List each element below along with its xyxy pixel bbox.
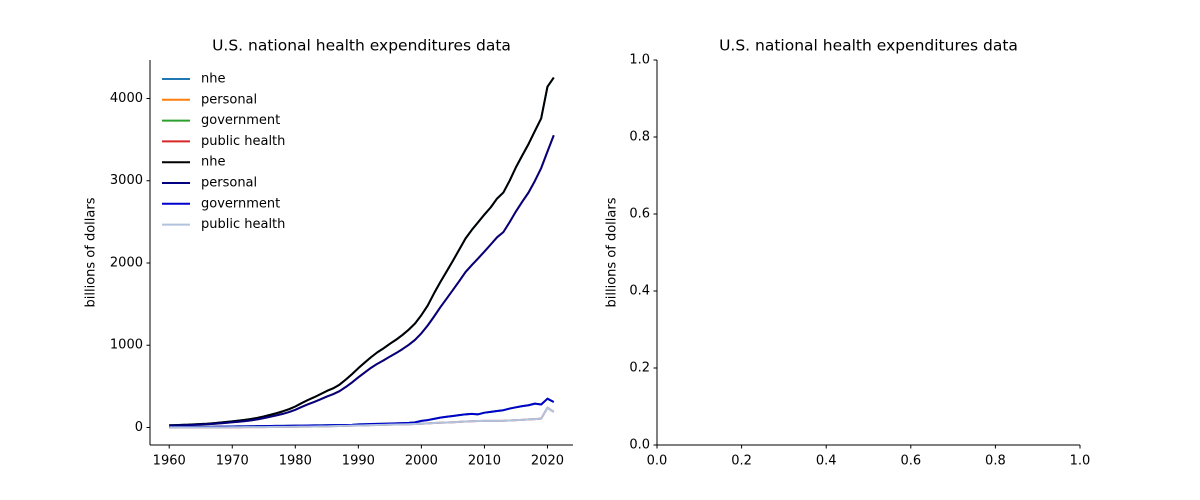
legend-label: personal bbox=[201, 176, 257, 191]
line-series bbox=[169, 406, 555, 429]
y-tick-label: 0.6 bbox=[629, 207, 650, 222]
x-tick-label: 1960 bbox=[153, 454, 186, 469]
x-tick-label: 0.4 bbox=[816, 454, 837, 469]
line-series bbox=[169, 76, 555, 427]
y-tick-label: 1.0 bbox=[629, 53, 650, 68]
legend-label: nhe bbox=[201, 72, 225, 87]
y-tick-label: 0 bbox=[135, 420, 143, 435]
y-tick-label: 0.2 bbox=[629, 361, 650, 376]
x-tick-label: 1970 bbox=[216, 454, 249, 469]
y-tick-label: 2000 bbox=[110, 255, 143, 270]
y-tick-label: 0.0 bbox=[629, 438, 650, 453]
legend-label: government bbox=[201, 113, 280, 128]
line-series bbox=[169, 76, 555, 427]
y-axis-label: billions of dollars bbox=[84, 197, 99, 307]
x-tick-label: 0.8 bbox=[985, 454, 1006, 469]
y-tick-label: 0.4 bbox=[629, 284, 650, 299]
y-axis-label: billions of dollars bbox=[605, 197, 620, 307]
legend-label: personal bbox=[201, 92, 257, 107]
y-tick-label: 4000 bbox=[110, 91, 143, 106]
x-tick-label: 1980 bbox=[279, 454, 312, 469]
x-tick-label: 1990 bbox=[342, 454, 375, 469]
legend-label: public health bbox=[201, 134, 285, 149]
line-series bbox=[169, 134, 555, 427]
x-tick-label: 1.0 bbox=[1070, 454, 1091, 469]
x-tick-label: 2000 bbox=[405, 454, 438, 469]
legend-label: public health bbox=[201, 217, 285, 232]
y-tick-label: 0.8 bbox=[629, 130, 650, 145]
chart-title: U.S. national health expenditures data bbox=[719, 37, 1018, 55]
x-tick-label: 2020 bbox=[531, 454, 564, 469]
x-tick-label: 0.6 bbox=[900, 454, 921, 469]
x-tick-label: 0.2 bbox=[731, 454, 752, 469]
chart-title: U.S. national health expenditures data bbox=[212, 37, 511, 55]
x-tick-label: 0.0 bbox=[647, 454, 668, 469]
x-tick-label: 2010 bbox=[468, 454, 501, 469]
legend-label: government bbox=[201, 196, 280, 211]
y-tick-label: 3000 bbox=[110, 173, 143, 188]
legend-label: nhe bbox=[201, 155, 225, 170]
y-tick-label: 1000 bbox=[110, 338, 143, 353]
